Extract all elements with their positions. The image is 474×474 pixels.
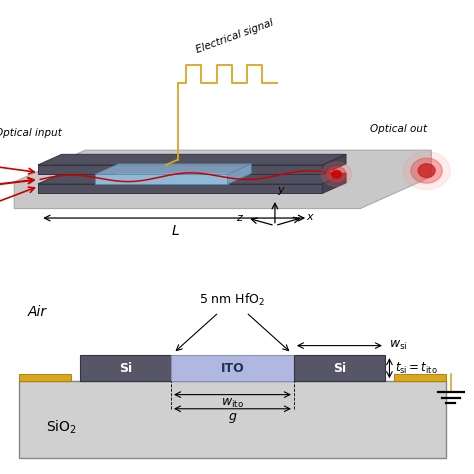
Polygon shape xyxy=(38,155,346,165)
Polygon shape xyxy=(322,173,346,193)
Bar xyxy=(18,374,71,381)
Circle shape xyxy=(327,167,346,182)
Polygon shape xyxy=(38,173,346,184)
Text: $w_{\rm ito}$: $w_{\rm ito}$ xyxy=(221,397,244,410)
Polygon shape xyxy=(95,173,251,184)
Polygon shape xyxy=(322,155,346,174)
Polygon shape xyxy=(95,164,251,174)
Text: $g$: $g$ xyxy=(228,411,237,426)
Polygon shape xyxy=(95,174,228,184)
Polygon shape xyxy=(14,150,431,209)
Text: Optical out: Optical out xyxy=(370,124,427,134)
Bar xyxy=(294,355,385,381)
Text: Optical input: Optical input xyxy=(0,128,62,138)
Bar xyxy=(80,355,171,381)
Text: $t_{\rm si}=t_{\rm ito}$: $t_{\rm si}=t_{\rm ito}$ xyxy=(395,361,438,376)
Text: $\mathrm{SiO_2}$: $\mathrm{SiO_2}$ xyxy=(46,419,77,436)
Circle shape xyxy=(411,158,442,183)
Circle shape xyxy=(332,171,341,178)
Text: Si: Si xyxy=(119,362,132,374)
Text: Electrical signal: Electrical signal xyxy=(194,18,275,55)
Text: Air: Air xyxy=(27,305,47,319)
Text: $y$: $y$ xyxy=(277,185,286,197)
Text: Si: Si xyxy=(333,362,346,374)
Text: ITO: ITO xyxy=(220,362,244,374)
Bar xyxy=(18,381,447,458)
Circle shape xyxy=(403,152,450,190)
Polygon shape xyxy=(38,184,322,193)
Circle shape xyxy=(418,164,435,177)
Polygon shape xyxy=(228,164,251,184)
Text: $x$: $x$ xyxy=(306,212,315,222)
Polygon shape xyxy=(38,165,322,174)
Text: 5 nm HfO$_2$: 5 nm HfO$_2$ xyxy=(199,292,265,309)
Text: $z$: $z$ xyxy=(236,213,244,223)
Bar xyxy=(171,355,294,381)
Bar xyxy=(394,374,447,381)
Circle shape xyxy=(321,162,352,186)
Text: $L$: $L$ xyxy=(171,224,180,238)
Text: $w_{\rm si}$: $w_{\rm si}$ xyxy=(390,339,408,352)
